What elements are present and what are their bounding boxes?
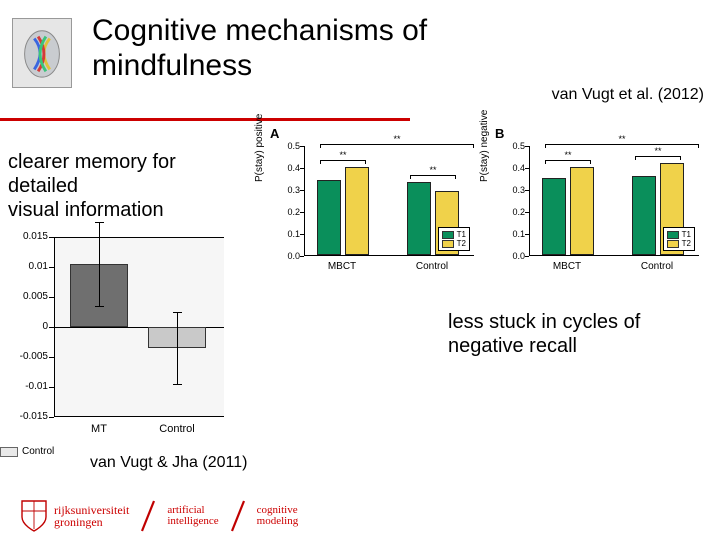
ytick-label: 0.015: [4, 231, 48, 242]
ytick-label: 0.4: [495, 163, 525, 173]
university-l2: groningen: [54, 515, 103, 529]
ytick-label: -0.015: [4, 411, 48, 422]
y-axis-label: P(stay) positive: [254, 114, 265, 182]
chart-memory-legend: Control: [0, 446, 54, 457]
x-category: MBCT: [541, 261, 593, 272]
bar: [632, 176, 656, 255]
sig-marker: **: [632, 146, 684, 156]
ytick-label: 0: [4, 321, 48, 332]
text-right: less stuck in cycles of negative recall: [448, 310, 640, 358]
tag1-l2: intelligence: [167, 515, 218, 527]
slide-title: Cognitive mechanisms of mindfulness: [92, 14, 427, 83]
divider-rule: [0, 118, 410, 121]
text-right-l1: less stuck in cycles of: [448, 311, 640, 333]
ytick-label: 0.5: [495, 141, 525, 151]
ytick-label: 0.2: [270, 207, 300, 217]
sig-marker: **: [542, 150, 594, 160]
panel-legend: T1T2: [438, 227, 470, 251]
chart-memory: -0.015 -0.01 -0.005 0 0.005 0.01 0.015 MT Contro…: [4, 232, 234, 447]
sig-marker: **: [317, 150, 369, 160]
panel-b-plot: ******T1T2: [529, 146, 699, 256]
text-right-l2: negative recall: [448, 335, 577, 357]
slash-icon: [227, 499, 249, 533]
bar: [570, 167, 594, 255]
ytick-label: -0.01: [4, 381, 48, 392]
citation-top: van Vugt et al. (2012): [552, 86, 704, 104]
ytick-label: 0.4: [270, 163, 300, 173]
text-left-l2: detailed: [8, 175, 78, 197]
bar: [317, 180, 341, 255]
bar: [345, 167, 369, 255]
head-logo: [12, 18, 72, 88]
slide: Cognitive mechanisms of mindfulness van …: [0, 0, 720, 540]
ytick-label: 0.1: [270, 229, 300, 239]
tag2-l2: modeling: [257, 515, 299, 527]
sig-marker: **: [542, 134, 702, 144]
ytick-label: 0.2: [495, 207, 525, 217]
slash-icon: [137, 499, 159, 533]
university-crest-icon: [20, 499, 48, 533]
ytick-label: 0.0: [495, 251, 525, 261]
title-line2: mindfulness: [92, 49, 252, 82]
tag-cm: cognitive modeling: [257, 505, 299, 527]
bar: [407, 182, 431, 255]
ytick-label: 0.3: [270, 185, 300, 195]
ytick-label: 0.005: [4, 291, 48, 302]
panel-a-letter: A: [270, 126, 279, 141]
panel-a: A ******T1T2 0.00.10.20.30.40.5P(stay) p…: [270, 132, 480, 282]
bar: [542, 178, 566, 255]
ytick-label: 0.01: [4, 261, 48, 272]
text-left-l1: clearer memory for: [8, 151, 176, 173]
panel-legend: T1T2: [663, 227, 695, 251]
x-category: MT: [70, 423, 128, 435]
panel-b: B ******T1T2 0.00.10.20.30.40.5P(stay) n…: [495, 132, 705, 282]
ytick-label: 0.3: [495, 185, 525, 195]
x-category: Control: [631, 261, 683, 272]
panel-b-letter: B: [495, 126, 504, 141]
legend-swatch: [0, 447, 18, 457]
tag-ai: artificial intelligence: [167, 505, 218, 527]
charts-stickiness: A ******T1T2 0.00.10.20.30.40.5P(stay) p…: [270, 132, 710, 282]
footer: rijksuniversiteit groningen artificial i…: [0, 492, 720, 540]
title-line1: Cognitive mechanisms of: [92, 14, 427, 47]
citation-left: van Vugt & Jha (2011): [90, 454, 247, 472]
x-category: Control: [148, 423, 206, 435]
sig-marker: **: [407, 165, 459, 175]
ytick-label: 0.0: [270, 251, 300, 261]
text-left-l3: visual information: [8, 199, 164, 221]
ytick-label: 0.1: [495, 229, 525, 239]
ytick-label: 0.5: [270, 141, 300, 151]
sig-marker: **: [317, 134, 477, 144]
university-name: rijksuniversiteit groningen: [54, 504, 129, 528]
text-left: clearer memory for detailed visual infor…: [8, 150, 176, 222]
y-axis-label: P(stay) negative: [479, 110, 490, 182]
legend-label: Control: [22, 446, 54, 457]
x-category: MBCT: [316, 261, 368, 272]
panel-a-plot: ******T1T2: [304, 146, 474, 256]
x-category: Control: [406, 261, 458, 272]
ytick-label: -0.005: [4, 351, 48, 362]
